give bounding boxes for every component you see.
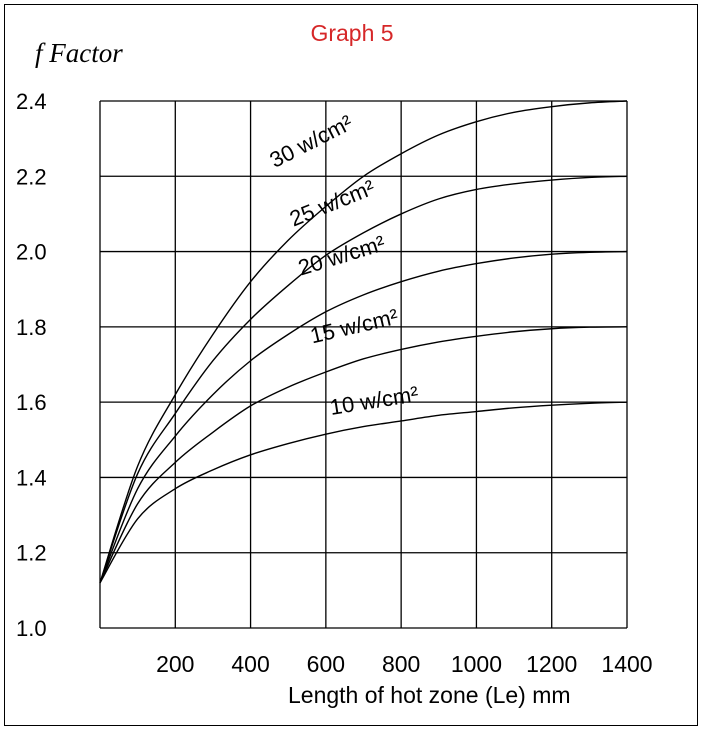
y-tick-label: 2.2 [16, 164, 47, 189]
series-lines [99, 100, 628, 584]
x-axis-label: Length of hot zone (Le) mm [288, 682, 571, 708]
series-label: 30 w/cm² [266, 110, 357, 173]
chart-frame [4, 4, 698, 726]
y-tick-label: 1.0 [16, 616, 47, 641]
series-line [99, 175, 628, 584]
y-tick-label: 1.2 [16, 541, 47, 566]
y-tick-label: 1.6 [16, 390, 47, 415]
y-tick-label: 2.0 [16, 240, 47, 265]
y-axis-label: f Factor [35, 38, 123, 68]
x-tick-label: 400 [231, 651, 269, 677]
series-label: 20 w/cm² [295, 230, 388, 280]
series-label: 25 w/cm² [286, 175, 378, 232]
x-tick-label: 600 [307, 651, 345, 677]
x-tick-label: 1000 [451, 651, 502, 677]
y-tick-labels: 1.0 1.2 1.4 1.6 1.8 2.0 2.2 2.4 [16, 89, 47, 641]
x-tick-label: 200 [156, 651, 194, 677]
y-tick-label: 1.8 [16, 315, 47, 340]
grid [99, 100, 628, 629]
x-tick-labels: 200 400 600 800 1000 1200 1400 [156, 651, 652, 677]
x-tick-label: 1200 [526, 651, 577, 677]
chart-title: Graph 5 [310, 20, 394, 46]
series-label: 10 w/cm² [328, 381, 420, 420]
series-line [99, 401, 628, 584]
series-line [99, 250, 628, 584]
series-line [99, 100, 628, 584]
x-tick-label: 1400 [601, 651, 652, 677]
x-tick-label: 800 [382, 651, 420, 677]
y-tick-label: 2.4 [16, 89, 47, 114]
series-label: 15 w/cm² [308, 304, 401, 348]
y-tick-label: 1.4 [16, 465, 47, 490]
series-line [99, 326, 628, 584]
